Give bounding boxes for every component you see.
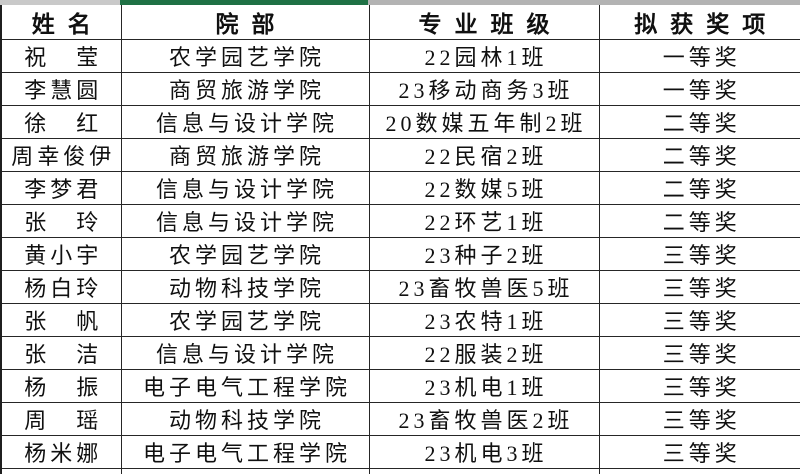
award-cell[interactable]: 一等奖 [598, 72, 800, 106]
table-row: 张 洁信息与设计学院 22服装2班 三等奖 [0, 336, 800, 370]
class-cell[interactable]: 23畜牧兽医5班 [368, 270, 600, 304]
table-row: 周幸俊伊 商贸旅游学院 22民宿2班 二等奖 [0, 138, 800, 172]
class-cell[interactable]: 21应电五年制1班 [368, 468, 600, 474]
department-cell[interactable]: 电子电气工程学院 [120, 369, 370, 403]
header-row: 姓名 院部 专业班级 拟获奖项 [0, 5, 800, 40]
department-cell[interactable]: 信息与设计学院 [120, 336, 370, 370]
name-cell[interactable]: 祝 莹 [0, 39, 122, 73]
award-cell[interactable]: 三等奖 [598, 468, 800, 474]
name-cell[interactable]: 张 洁 [0, 336, 122, 370]
top-edge-right-segment [368, 0, 800, 5]
class-cell[interactable]: 23移动商务3班 [368, 72, 600, 106]
name-cell[interactable]: 周 瑶 [0, 402, 122, 436]
award-cell[interactable]: 一等奖 [598, 39, 800, 73]
name-cell[interactable]: 杨米娜 [0, 435, 122, 469]
award-cell[interactable]: 三等奖 [598, 402, 800, 436]
department-cell[interactable]: 商贸旅游学院 [120, 72, 370, 106]
column-header-name[interactable]: 姓名 [0, 5, 122, 40]
table-row: 祝 莹农学园艺学院 22园林1班 一等奖 [0, 39, 800, 73]
name-cell[interactable]: 李梦君 [0, 171, 122, 205]
table-row: 黄小宇 农学园艺学院 23种子2班 三等奖 [0, 237, 800, 271]
award-cell[interactable]: 二等奖 [598, 171, 800, 205]
department-cell[interactable]: 农学园艺学院 [120, 237, 370, 271]
table-row: 李慧圆 商贸旅游学院 23移动商务3班 一等奖 [0, 72, 800, 106]
table-row: 杨 振电子电气工程学院 23机电1班 三等奖 [0, 369, 800, 403]
column-header-class[interactable]: 专业班级 [368, 5, 600, 40]
class-cell[interactable]: 23机电1班 [368, 369, 600, 403]
class-cell[interactable]: 23种子2班 [368, 237, 600, 271]
department-cell[interactable]: 信息与设计学院 [120, 204, 370, 238]
name-cell[interactable]: 徐 红 [0, 105, 122, 139]
department-cell[interactable]: 农学园艺学院 [120, 303, 370, 337]
top-edge-left-segment [0, 0, 120, 5]
name-cell[interactable]: 肖毅江 [0, 468, 122, 474]
table-row: 张 玲信息与设计学院 22环艺1班 二等奖 [0, 204, 800, 238]
department-cell[interactable]: 动物科技学院 [120, 270, 370, 304]
class-cell[interactable]: 22园林1班 [368, 39, 600, 73]
name-cell[interactable]: 张 帆 [0, 303, 122, 337]
class-cell[interactable]: 22民宿2班 [368, 138, 600, 172]
table-row: 张 帆农学园艺学院 23农特1班 三等奖 [0, 303, 800, 337]
department-cell[interactable]: 动物科技学院 [120, 402, 370, 436]
table-row: 肖毅江电子电气工程学院21应电五年制1班三等奖 [0, 468, 800, 474]
sheet-top-edge [0, 0, 800, 5]
class-cell[interactable]: 20数媒五年制2班 [368, 105, 600, 139]
awards-table: 姓名 院部 专业班级 拟获奖项 祝 莹农学园艺学院 22园林1班 一等奖 李慧圆 商贸旅… [0, 5, 800, 474]
class-cell[interactable]: 23畜牧兽医2班 [368, 402, 600, 436]
class-cell[interactable]: 22环艺1班 [368, 204, 600, 238]
class-cell[interactable]: 23机电3班 [368, 435, 600, 469]
name-cell[interactable]: 杨 振 [0, 369, 122, 403]
table-row: 李梦君 信息与设计学院 22数媒5班 二等奖 [0, 171, 800, 205]
award-cell[interactable]: 二等奖 [598, 105, 800, 139]
table-row: 周 瑶动物科技学院 23畜牧兽医2班 三等奖 [0, 402, 800, 436]
award-cell[interactable]: 三等奖 [598, 270, 800, 304]
award-cell[interactable]: 二等奖 [598, 138, 800, 172]
award-cell[interactable]: 三等奖 [598, 369, 800, 403]
column-header-award[interactable]: 拟获奖项 [598, 5, 800, 40]
name-cell[interactable]: 黄小宇 [0, 237, 122, 271]
award-cell[interactable]: 三等奖 [598, 336, 800, 370]
department-cell[interactable]: 信息与设计学院 [120, 105, 370, 139]
department-cell[interactable]: 信息与设计学院 [120, 171, 370, 205]
award-cell[interactable]: 三等奖 [598, 237, 800, 271]
name-cell[interactable]: 周幸俊伊 [0, 138, 122, 172]
department-cell[interactable]: 农学园艺学院 [120, 39, 370, 73]
department-cell[interactable]: 电子电气工程学院 [120, 468, 370, 474]
name-cell[interactable]: 张 玲 [0, 204, 122, 238]
class-cell[interactable]: 22服装2班 [368, 336, 600, 370]
table-row: 徐 红信息与设计学院 20数媒五年制2班 二等奖 [0, 105, 800, 139]
department-cell[interactable]: 商贸旅游学院 [120, 138, 370, 172]
class-cell[interactable]: 22数媒5班 [368, 171, 600, 205]
award-cell[interactable]: 三等奖 [598, 303, 800, 337]
column-header-department[interactable]: 院部 [120, 5, 370, 40]
name-cell[interactable]: 杨白玲 [0, 270, 122, 304]
name-cell[interactable]: 李慧圆 [0, 72, 122, 106]
department-cell[interactable]: 电子电气工程学院 [120, 435, 370, 469]
selected-column-indicator [120, 0, 368, 5]
table-row: 杨白玲 动物科技学院 23畜牧兽医5班 三等奖 [0, 270, 800, 304]
award-cell[interactable]: 三等奖 [598, 435, 800, 469]
table-row: 杨米娜 电子电气工程学院 23机电3班 三等奖 [0, 435, 800, 469]
class-cell[interactable]: 23农特1班 [368, 303, 600, 337]
award-cell[interactable]: 二等奖 [598, 204, 800, 238]
